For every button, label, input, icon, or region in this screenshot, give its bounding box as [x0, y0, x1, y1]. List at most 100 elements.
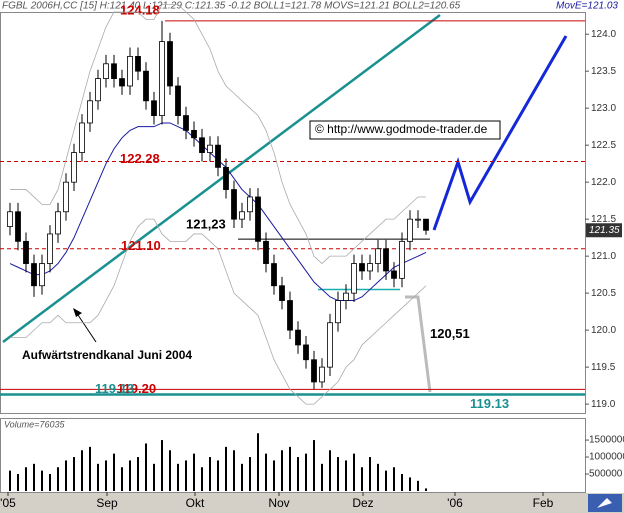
candle-body: [39, 263, 45, 287]
indicator-line: [10, 4, 426, 265]
candle-body: [375, 248, 381, 264]
candle-body: [335, 300, 341, 324]
candle-body: [399, 240, 405, 279]
candle-body: [391, 270, 397, 279]
candle-body: [407, 218, 413, 242]
candle-body: [199, 137, 205, 153]
volume-bar: [81, 450, 83, 491]
candle-body: [167, 41, 173, 87]
volume-bar: [273, 460, 275, 491]
y-tick-label: 123.0: [591, 103, 616, 114]
candle-body: [279, 285, 285, 301]
volume-bar: [305, 453, 307, 491]
volume-bar: [377, 463, 379, 491]
indicator-line: [10, 218, 427, 405]
volume-bar: [105, 460, 107, 491]
copyright: © http://www.godmode-trader.de: [315, 122, 488, 136]
volume-bar: [9, 470, 11, 491]
volume-bar: [249, 457, 251, 491]
candle-body: [255, 196, 261, 242]
candle-body: [351, 263, 357, 294]
y-tick-label: 123.5: [591, 66, 616, 77]
arrow-head: [73, 308, 82, 317]
x-tick-label: '06: [447, 496, 463, 510]
volume-bar: [41, 470, 43, 491]
candle-body: [303, 344, 309, 361]
header-ma: MovE=121.03: [556, 1, 618, 12]
volume-bar: [33, 463, 35, 491]
volume-bar: [209, 457, 211, 491]
volume-bar: [257, 433, 259, 491]
candle-body: [311, 359, 317, 383]
candle-body: [23, 240, 29, 264]
icon-glyph: [597, 498, 612, 508]
trend-line: [2, 13, 441, 344]
volume-bar: [265, 453, 267, 491]
level-label: 122.28: [120, 151, 160, 166]
candle-body: [231, 189, 237, 220]
y-tick-label: 119.5: [591, 362, 616, 373]
y-tick-label: 122.5: [591, 140, 616, 151]
candle-body: [343, 292, 349, 301]
volume-tick-label: 1000000: [589, 452, 624, 463]
volume-bar: [65, 460, 67, 491]
arrow: [75, 311, 97, 343]
volume-bar: [369, 457, 371, 491]
candle-body: [239, 211, 245, 220]
volume-bar: [345, 460, 347, 491]
candle-body: [135, 55, 141, 72]
volume-bar: [169, 450, 171, 491]
candle-body: [71, 152, 77, 183]
candle-body: [247, 196, 253, 213]
candle-body: [215, 144, 221, 168]
volume-bar: [49, 474, 51, 491]
volume-bar: [361, 467, 363, 491]
volume-bar: [417, 480, 419, 491]
volume-bar: [337, 457, 339, 491]
volume-bar: [73, 457, 75, 491]
level-label: 121,23: [186, 217, 226, 232]
volume-bar: [313, 440, 315, 491]
volume-panel: [0, 418, 586, 493]
x-tick-label: Nov: [268, 496, 289, 510]
x-tick-label: '05: [0, 496, 16, 510]
candle-body: [31, 263, 37, 287]
volume-bar: [329, 450, 331, 491]
candle-body: [263, 240, 269, 264]
candle-body: [271, 263, 277, 287]
volume-bar: [297, 457, 299, 491]
volume-tick-label: 1500000: [589, 435, 624, 446]
volume-bar: [161, 440, 163, 491]
candle-body: [15, 211, 21, 242]
volume-bar: [185, 460, 187, 491]
copyright-box: [309, 120, 501, 140]
volume-bar: [177, 463, 179, 491]
candle-body: [127, 55, 133, 87]
candle-body: [287, 300, 293, 331]
volume-title: Volume=76035: [4, 419, 65, 429]
candle-body: [79, 122, 85, 153]
forecast-path: [432, 35, 568, 231]
y-tick-label: 122.0: [591, 177, 616, 188]
candle-body: [151, 100, 157, 116]
candle-body: [423, 218, 429, 231]
volume-bar: [201, 467, 203, 491]
volume-bar: [409, 477, 411, 491]
volume-bar: [137, 457, 139, 491]
volume-bar: [353, 453, 355, 491]
x-tick-label: Okt: [186, 496, 205, 510]
level-label: 119.13: [95, 381, 134, 396]
candle-body: [111, 63, 117, 79]
x-tick-label: Dez: [352, 496, 373, 510]
y-tick-label: 120.5: [591, 288, 616, 299]
x-tick-label: Sep: [96, 496, 118, 510]
volume-bar: [401, 474, 403, 491]
volume-bar: [57, 467, 59, 491]
level-label: 124.18: [120, 2, 160, 17]
volume-bar: [217, 460, 219, 491]
volume-bar: [97, 463, 99, 491]
volume-bar: [233, 450, 235, 491]
price-tag: 121.35: [589, 225, 620, 236]
candle-body: [327, 322, 333, 368]
